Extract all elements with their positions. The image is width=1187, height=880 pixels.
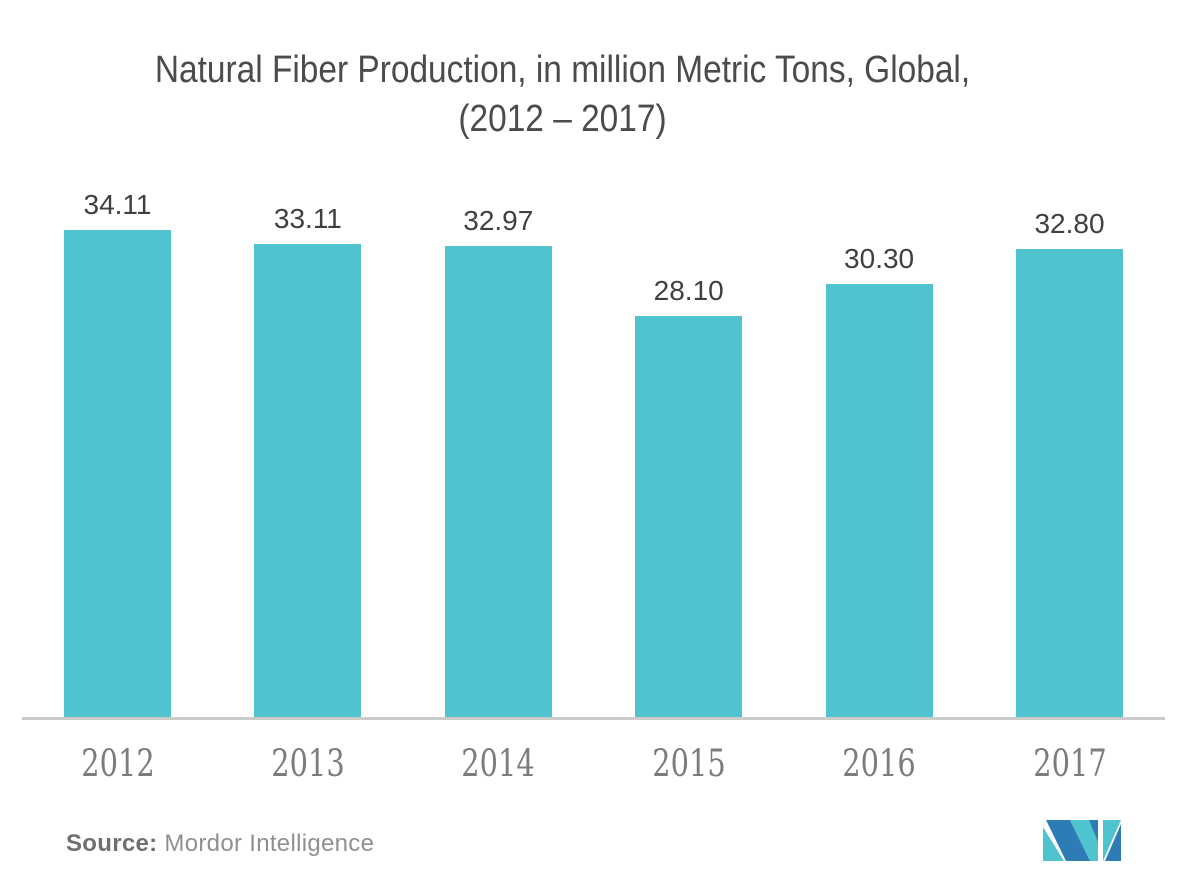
bar: [254, 244, 362, 718]
logo-teal-left-triangle: [1043, 827, 1064, 861]
bar: [825, 284, 933, 718]
bar-value-label: 28.10: [653, 275, 724, 306]
x-axis-label: 2016: [842, 742, 916, 785]
source-note: Source: Mordor Intelligence: [66, 830, 374, 858]
bar-value-label: 30.30: [844, 243, 915, 274]
x-axis-label: 2014: [461, 742, 536, 785]
logo-blue-stroke: [1046, 820, 1090, 861]
x-axis-label: 2013: [271, 742, 345, 785]
bar-value-label: 32.97: [463, 205, 534, 236]
mordor-intelligence-logo-icon: [1043, 820, 1121, 861]
bar-value-label: 33.11: [273, 203, 342, 234]
chart-title-line2: (2012 – 2017): [458, 98, 667, 140]
bar-value-label: 32.80: [1034, 208, 1105, 239]
logo-blue-top-right: [1089, 820, 1098, 842]
bar-group: 32.97: [403, 205, 593, 718]
x-axis-line: [22, 717, 1165, 720]
bar-group: 32.80: [975, 208, 1165, 718]
chart-title: Natural Fiber Production, in million Met…: [68, 46, 1058, 144]
bar: [1016, 249, 1123, 718]
bar: [64, 230, 171, 718]
x-axis-label: 2017: [1032, 742, 1107, 785]
logo-teal-mid: [1070, 820, 1098, 861]
logo-teal-i: [1103, 820, 1121, 861]
bar-group: 28.10: [594, 275, 784, 718]
bar-group: 33.11: [213, 203, 403, 718]
x-axis-label: 2015: [651, 742, 726, 785]
bar: [635, 316, 743, 718]
logo-blue-i: [1105, 824, 1121, 861]
bar: [444, 246, 552, 718]
source-name: Mordor Intelligence: [157, 830, 375, 857]
bar-group: 30.30: [784, 243, 974, 718]
source-label: Source:: [66, 830, 158, 857]
chart-title-line1: Natural Fiber Production, in million Met…: [154, 49, 971, 91]
bar-value-label: 34.11: [83, 189, 152, 220]
bar-group: 34.11: [23, 189, 213, 718]
x-axis-label: 2012: [80, 742, 155, 785]
